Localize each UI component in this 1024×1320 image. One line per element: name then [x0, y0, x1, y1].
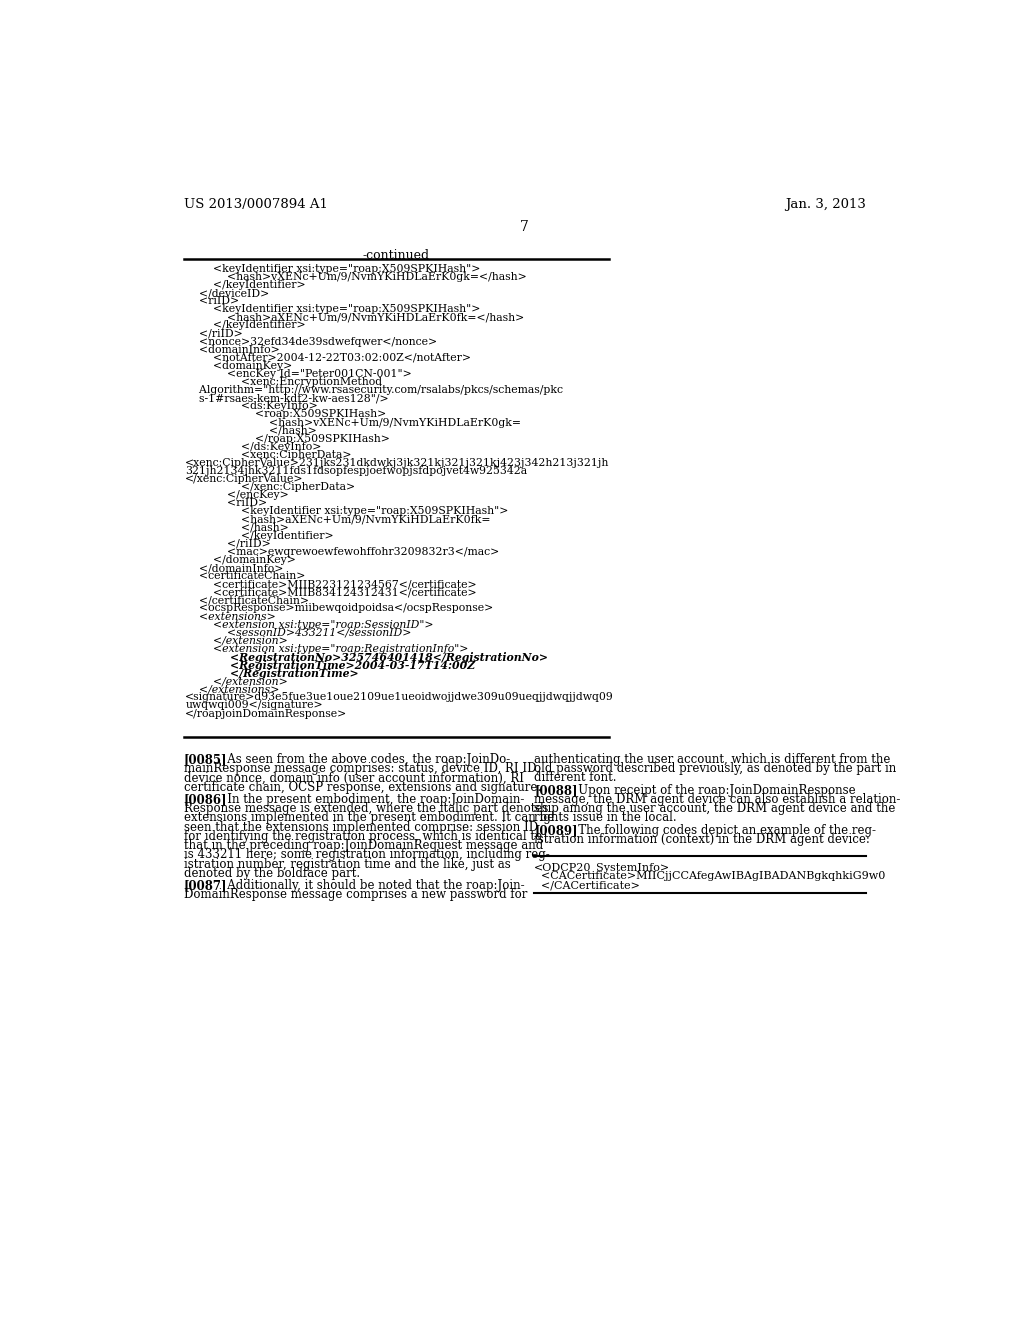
Text: </domainKey>: </domainKey> — [185, 554, 296, 565]
Text: ship among the user account, the DRM agent device and the: ship among the user account, the DRM age… — [535, 803, 895, 816]
Text: </ds:KeyInfo>: </ds:KeyInfo> — [185, 442, 322, 451]
Text: authenticating the user account, which is different from the: authenticating the user account, which i… — [535, 752, 891, 766]
Text: <ds:KeyInfo>: <ds:KeyInfo> — [185, 401, 318, 412]
Text: that in the preceding roap:JoinDomainRequest message and: that in the preceding roap:JoinDomainReq… — [183, 840, 543, 853]
Text: </domainInfo>: </domainInfo> — [185, 564, 284, 573]
Text: <ODCP20_SystemInfo>: <ODCP20_SystemInfo> — [535, 862, 671, 873]
Text: <hash>aXENc+Um/9/NvmYKiHDLaErK0fk=: <hash>aXENc+Um/9/NvmYKiHDLaErK0fk= — [185, 515, 490, 524]
Text: </hash>: </hash> — [185, 523, 289, 532]
Text: <sessonID>433211</sessionID>: <sessonID>433211</sessionID> — [185, 628, 412, 638]
Text: <hash>aXENc+Um/9/NvmYKiHDLaErK0fk=</hash>: <hash>aXENc+Um/9/NvmYKiHDLaErK0fk=</hash… — [185, 313, 524, 322]
Text: </keyIdentifier>: </keyIdentifier> — [185, 321, 306, 330]
Text: <extension xsi:type="roap:SessionID">: <extension xsi:type="roap:SessionID"> — [185, 619, 434, 630]
Text: <nonce>32efd34de39sdwefqwer</nonce>: <nonce>32efd34de39sdwefqwer</nonce> — [185, 337, 437, 347]
Text: <RegistrationTime>2004-03-17T14:00Z: <RegistrationTime>2004-03-17T14:00Z — [185, 660, 475, 671]
Text: extensions implemented in the present embodiment. It can be: extensions implemented in the present em… — [183, 812, 554, 825]
Text: </keyIdentifier>: </keyIdentifier> — [185, 531, 334, 541]
Text: <riID>: <riID> — [185, 296, 240, 306]
Text: </keyIdentifier>: </keyIdentifier> — [185, 280, 306, 290]
Text: [0087]: [0087] — [183, 879, 227, 892]
Text: US 2013/0007894 A1: US 2013/0007894 A1 — [183, 198, 328, 211]
Text: The following codes depict an example of the reg-: The following codes depict an example of… — [566, 824, 876, 837]
Text: Additionally, it should be noted that the roap:Join-: Additionally, it should be noted that th… — [216, 879, 525, 892]
Text: <certificate>MIIB223121234567</certificate>: <certificate>MIIB223121234567</certifica… — [185, 579, 477, 589]
Text: </extension>: </extension> — [185, 636, 288, 645]
Text: message, the DRM agent device can also establish a relation-: message, the DRM agent device can also e… — [535, 793, 900, 807]
Text: s-1#rsaes-kem-kdf2-kw-aes128"/>: s-1#rsaes-kem-kdf2-kw-aes128"/> — [185, 393, 389, 403]
Text: DomainResponse message comprises a new password for: DomainResponse message comprises a new p… — [183, 888, 527, 902]
Text: </hash>: </hash> — [185, 425, 317, 436]
Text: <signature>d93e5fue3ue1oue2109ue1ueoidwojjdwe309u09ueqjjdwqjjdwq09: <signature>d93e5fue3ue1oue2109ue1ueoidwo… — [185, 693, 614, 702]
Text: is 433211 here; some registration information, including reg-: is 433211 here; some registration inform… — [183, 849, 550, 862]
Text: Response message is extended, where the italic part denotes: Response message is extended, where the … — [183, 803, 548, 816]
Text: certificate chain, OCSP response, extensions and signature.: certificate chain, OCSP response, extens… — [183, 780, 541, 793]
Text: As seen from the above codes, the roap:JoinDo-: As seen from the above codes, the roap:J… — [216, 752, 511, 766]
Text: Algorithm="http://www.rsasecurity.com/rsalabs/pkcs/schemas/pkc: Algorithm="http://www.rsasecurity.com/rs… — [185, 385, 563, 395]
Text: </RegistrationTime>: </RegistrationTime> — [185, 668, 359, 680]
Text: [0086]: [0086] — [183, 793, 227, 807]
Text: </roap:X509SPKIHash>: </roap:X509SPKIHash> — [185, 434, 390, 444]
Text: [0085]: [0085] — [183, 752, 227, 766]
Text: </roapjoinDomainResponse>: </roapjoinDomainResponse> — [185, 709, 347, 718]
Text: istration information (context) in the DRM agent device:: istration information (context) in the D… — [535, 833, 870, 846]
Text: seen that the extensions implemented comprise: session ID: seen that the extensions implemented com… — [183, 821, 538, 834]
Text: </certificateChain>: </certificateChain> — [185, 595, 309, 606]
Text: <xenc:EncryptionMethod: <xenc:EncryptionMethod — [185, 378, 383, 387]
Text: <xenc:CipherValue>231jks231dkdwkj3jk321kj321j321kj423j342h213j321jh: <xenc:CipherValue>231jks231dkdwkj3jk321k… — [185, 458, 609, 467]
Text: <keyIdentifier xsi:type="roap:X509SPKIHash">: <keyIdentifier xsi:type="roap:X509SPKIHa… — [185, 507, 509, 516]
Text: [0088]: [0088] — [535, 784, 578, 797]
Text: <keyIdentifier xsi:type="roap:X509SPKIHash">: <keyIdentifier xsi:type="roap:X509SPKIHa… — [185, 264, 480, 273]
Text: </riID>: </riID> — [185, 539, 271, 549]
Text: <xenc:CipherData>: <xenc:CipherData> — [185, 450, 352, 459]
Text: </CACertificate>: </CACertificate> — [535, 880, 640, 891]
Text: <keyIdentifier xsi:type="roap:X509SPKIHash">: <keyIdentifier xsi:type="roap:X509SPKIHa… — [185, 305, 480, 314]
Text: Upon receipt of the roap:JoinDomainResponse: Upon receipt of the roap:JoinDomainRespo… — [566, 784, 855, 797]
Text: <certificate>MIIB834124312431</certificate>: <certificate>MIIB834124312431</certifica… — [185, 587, 477, 597]
Text: <domainKey>: <domainKey> — [185, 360, 293, 371]
Text: uwqwqi009</signature>: uwqwqi009</signature> — [185, 701, 323, 710]
Text: <extensions>: <extensions> — [185, 611, 276, 622]
Text: for identifying the registration process, which is identical to: for identifying the registration process… — [183, 830, 542, 843]
Text: <CACertificate>MIICjjCCAfegAwIBAgIBADANBgkqhkiG9w0: <CACertificate>MIICjjCCAfegAwIBAgIBADANB… — [535, 871, 886, 882]
Text: different font.: different font. — [535, 771, 616, 784]
Text: <certificateChain>: <certificateChain> — [185, 572, 306, 581]
Text: </deviceID>: </deviceID> — [185, 288, 269, 298]
Text: 321jh2134jhk3211fds1fdsopfespjoefwopjsfdpojvet4w925342a: 321jh2134jhk3211fds1fdsopfespjoefwopjsfd… — [185, 466, 527, 477]
Text: istration number, registration time and the like, just as: istration number, registration time and … — [183, 858, 511, 871]
Text: Jan. 3, 2013: Jan. 3, 2013 — [785, 198, 866, 211]
Text: <roap:X509SPKIHash>: <roap:X509SPKIHash> — [185, 409, 387, 420]
Text: <mac>ewqrewoewfewohffohr3209832r3</mac>: <mac>ewqrewoewfewohffohr3209832r3</mac> — [185, 546, 500, 557]
Text: </riID>: </riID> — [185, 329, 243, 338]
Text: [0089]: [0089] — [535, 824, 578, 837]
Text: rights issue in the local.: rights issue in the local. — [535, 812, 677, 825]
Text: <encKey Id="Peter001CN-001">: <encKey Id="Peter001CN-001"> — [185, 370, 412, 379]
Text: <hash>vXENc+Um/9/NvmYKiHDLaErK0gk=: <hash>vXENc+Um/9/NvmYKiHDLaErK0gk= — [185, 417, 521, 428]
Text: <extension xsi:type="roap:RegistrationInfo">: <extension xsi:type="roap:RegistrationIn… — [185, 644, 469, 653]
Text: -continued: -continued — [362, 249, 430, 263]
Text: In the present embodiment, the roap:JoinDomain-: In the present embodiment, the roap:Join… — [216, 793, 524, 807]
Text: <riID>: <riID> — [185, 499, 267, 508]
Text: <RegistrationNo>325746401418</RegistrationNo>: <RegistrationNo>325746401418</Registrati… — [185, 652, 548, 663]
Text: 7: 7 — [520, 220, 529, 234]
Text: old password described previously, as denoted by the part in: old password described previously, as de… — [535, 762, 896, 775]
Text: <notAfter>2004-12-22T03:02:00Z</notAfter>: <notAfter>2004-12-22T03:02:00Z</notAfter… — [185, 352, 471, 363]
Text: </encKey>: </encKey> — [185, 490, 289, 500]
Text: <domainInfo>: <domainInfo> — [185, 345, 281, 355]
Text: </xenc:CipherValue>: </xenc:CipherValue> — [185, 474, 304, 484]
Text: </extensions>: </extensions> — [185, 684, 280, 694]
Text: </xenc:CipherData>: </xenc:CipherData> — [185, 482, 355, 492]
Text: <hash>vXENc+Um/9/NvmYKiHDLaErK0gk=</hash>: <hash>vXENc+Um/9/NvmYKiHDLaErK0gk=</hash… — [185, 272, 527, 282]
Text: denoted by the boldface part.: denoted by the boldface part. — [183, 867, 359, 880]
Text: </extension>: </extension> — [185, 676, 288, 686]
Text: mainResponse message comprises: status, device ID, RI ID,: mainResponse message comprises: status, … — [183, 762, 540, 775]
Text: <ocspResponse>miibewqoidpoidsa</ocspResponse>: <ocspResponse>miibewqoidpoidsa</ocspResp… — [185, 603, 494, 614]
Text: device nonce, domain info (user account information), RI: device nonce, domain info (user account … — [183, 771, 524, 784]
